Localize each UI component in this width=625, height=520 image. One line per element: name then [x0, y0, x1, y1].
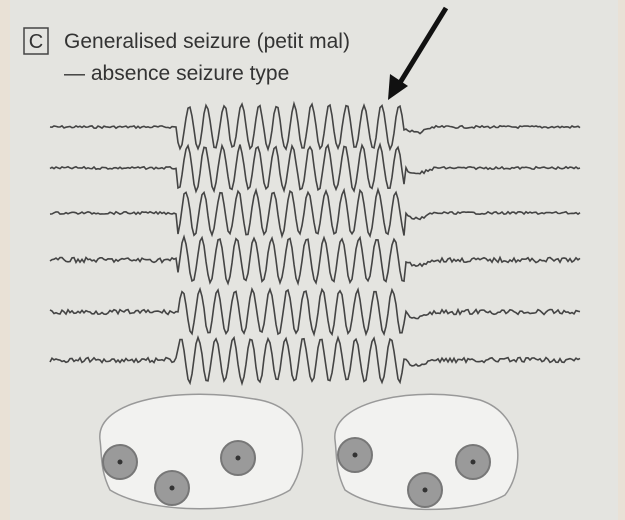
- figure: C Generalised seizure (petit mal) — abse…: [0, 0, 625, 520]
- electrode-center: [236, 456, 241, 461]
- panel-title: Generalised seizure (petit mal): [64, 30, 350, 53]
- electrode-center: [423, 488, 428, 493]
- panel-subtitle: — absence seizure type: [64, 62, 289, 85]
- electrode-center: [118, 460, 123, 465]
- panel-label: C: [29, 31, 43, 53]
- electrode-center: [471, 460, 476, 465]
- electrode-center: [170, 486, 175, 491]
- electrode-center: [353, 453, 358, 458]
